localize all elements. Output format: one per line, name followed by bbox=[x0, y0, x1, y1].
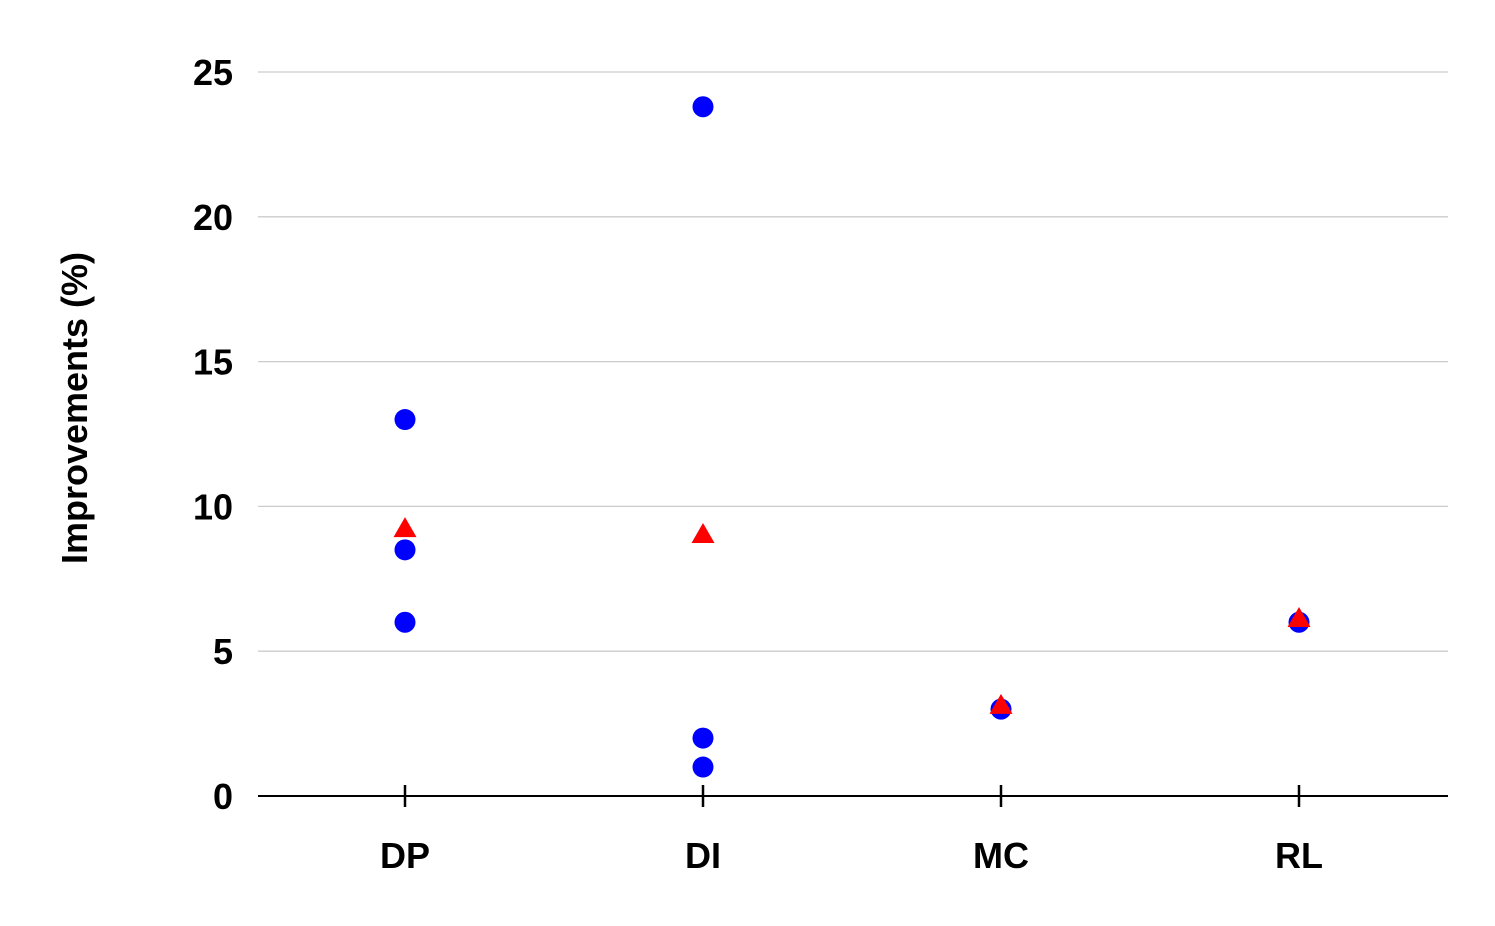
y-tick-label: 20 bbox=[193, 197, 233, 238]
y-tick-label: 15 bbox=[193, 342, 233, 383]
circle-point bbox=[394, 611, 416, 633]
gridlines bbox=[258, 71, 1448, 652]
y-tick-label: 0 bbox=[213, 776, 233, 817]
y-tick-label: 10 bbox=[193, 486, 233, 527]
data-points bbox=[393, 96, 1311, 778]
x-tick-label: DP bbox=[380, 835, 430, 876]
circle-point bbox=[692, 96, 714, 118]
x-tick-label: RL bbox=[1275, 835, 1323, 876]
y-axis-title: Improvements (%) bbox=[54, 252, 95, 564]
triangle-point bbox=[691, 522, 715, 543]
triangle-point bbox=[1287, 606, 1311, 627]
y-tick-label: 5 bbox=[213, 631, 233, 672]
y-tick-labels: 0 5 10 15 20 25 bbox=[193, 52, 233, 817]
x-tick-label: DI bbox=[685, 835, 721, 876]
circle-point bbox=[394, 539, 416, 561]
circle-point bbox=[692, 756, 714, 778]
x-tick-label: MC bbox=[973, 835, 1029, 876]
circle-point bbox=[394, 409, 416, 431]
circle-point bbox=[692, 727, 714, 749]
x-ticks: DP DI MC RL bbox=[380, 785, 1323, 876]
y-tick-label: 25 bbox=[193, 52, 233, 93]
triangle-point bbox=[989, 693, 1013, 714]
triangle-point bbox=[393, 517, 417, 538]
